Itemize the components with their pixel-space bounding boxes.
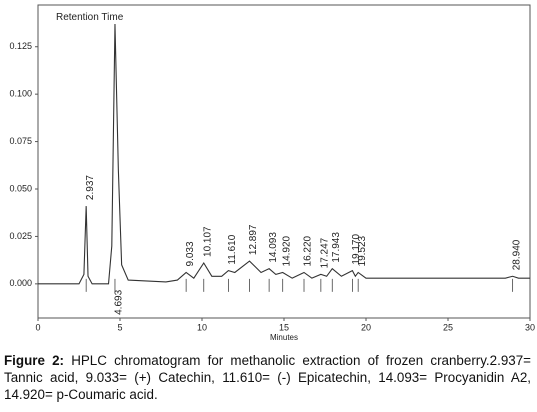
peak-label: 2.937 bbox=[85, 175, 96, 200]
caption: Figure 2: HPLC chromatogram for methanol… bbox=[4, 352, 531, 403]
peak-label: 17.943 bbox=[331, 232, 342, 263]
annotation: Retention Time bbox=[56, 12, 124, 23]
peak-label: 12.897 bbox=[248, 224, 259, 255]
peak-label: 28.940 bbox=[511, 239, 522, 270]
y-tick-label: 0.025 bbox=[9, 231, 32, 241]
y-tick-label: 0.000 bbox=[9, 278, 32, 288]
y-tick-label: 0.125 bbox=[9, 41, 32, 51]
trace bbox=[38, 23, 530, 285]
x-tick-label: 20 bbox=[361, 322, 371, 332]
peak-label: 19.523 bbox=[357, 235, 368, 266]
peak-label: 14.093 bbox=[268, 232, 279, 263]
peak-label: 17.247 bbox=[319, 237, 330, 268]
chart: Retention Time Minutes 0.000 0.025 0.050 0.… bbox=[9, 4, 535, 342]
peak-label: 10.107 bbox=[202, 226, 213, 257]
y-tick-label: 0.075 bbox=[9, 136, 32, 146]
caption-label: Figure 2: bbox=[4, 353, 65, 368]
caption-text: HPLC chromatogram for methanolic extract… bbox=[4, 353, 531, 402]
x-tick-label: 25 bbox=[443, 322, 453, 332]
peak-label: 11.610 bbox=[227, 234, 238, 264]
peak-label: 14.920 bbox=[281, 235, 292, 266]
peak-label: 4.693 bbox=[114, 289, 125, 314]
x-tick-label: 10 bbox=[197, 322, 207, 332]
y-tick-label: 0.050 bbox=[9, 183, 32, 193]
peak-label: 16.220 bbox=[303, 235, 314, 266]
x-axis-label: Minutes bbox=[270, 333, 298, 342]
x-tick-label: 0 bbox=[35, 322, 40, 332]
plot-frame bbox=[37, 4, 531, 319]
peak-label: 19.170 bbox=[351, 234, 362, 265]
y-tick-label: 0.100 bbox=[9, 89, 32, 99]
peak-label: 9.033 bbox=[185, 241, 196, 266]
x-tick-label: 5 bbox=[117, 322, 122, 332]
x-tick-label: 15 bbox=[279, 322, 289, 332]
x-tick-label: 30 bbox=[525, 322, 535, 332]
